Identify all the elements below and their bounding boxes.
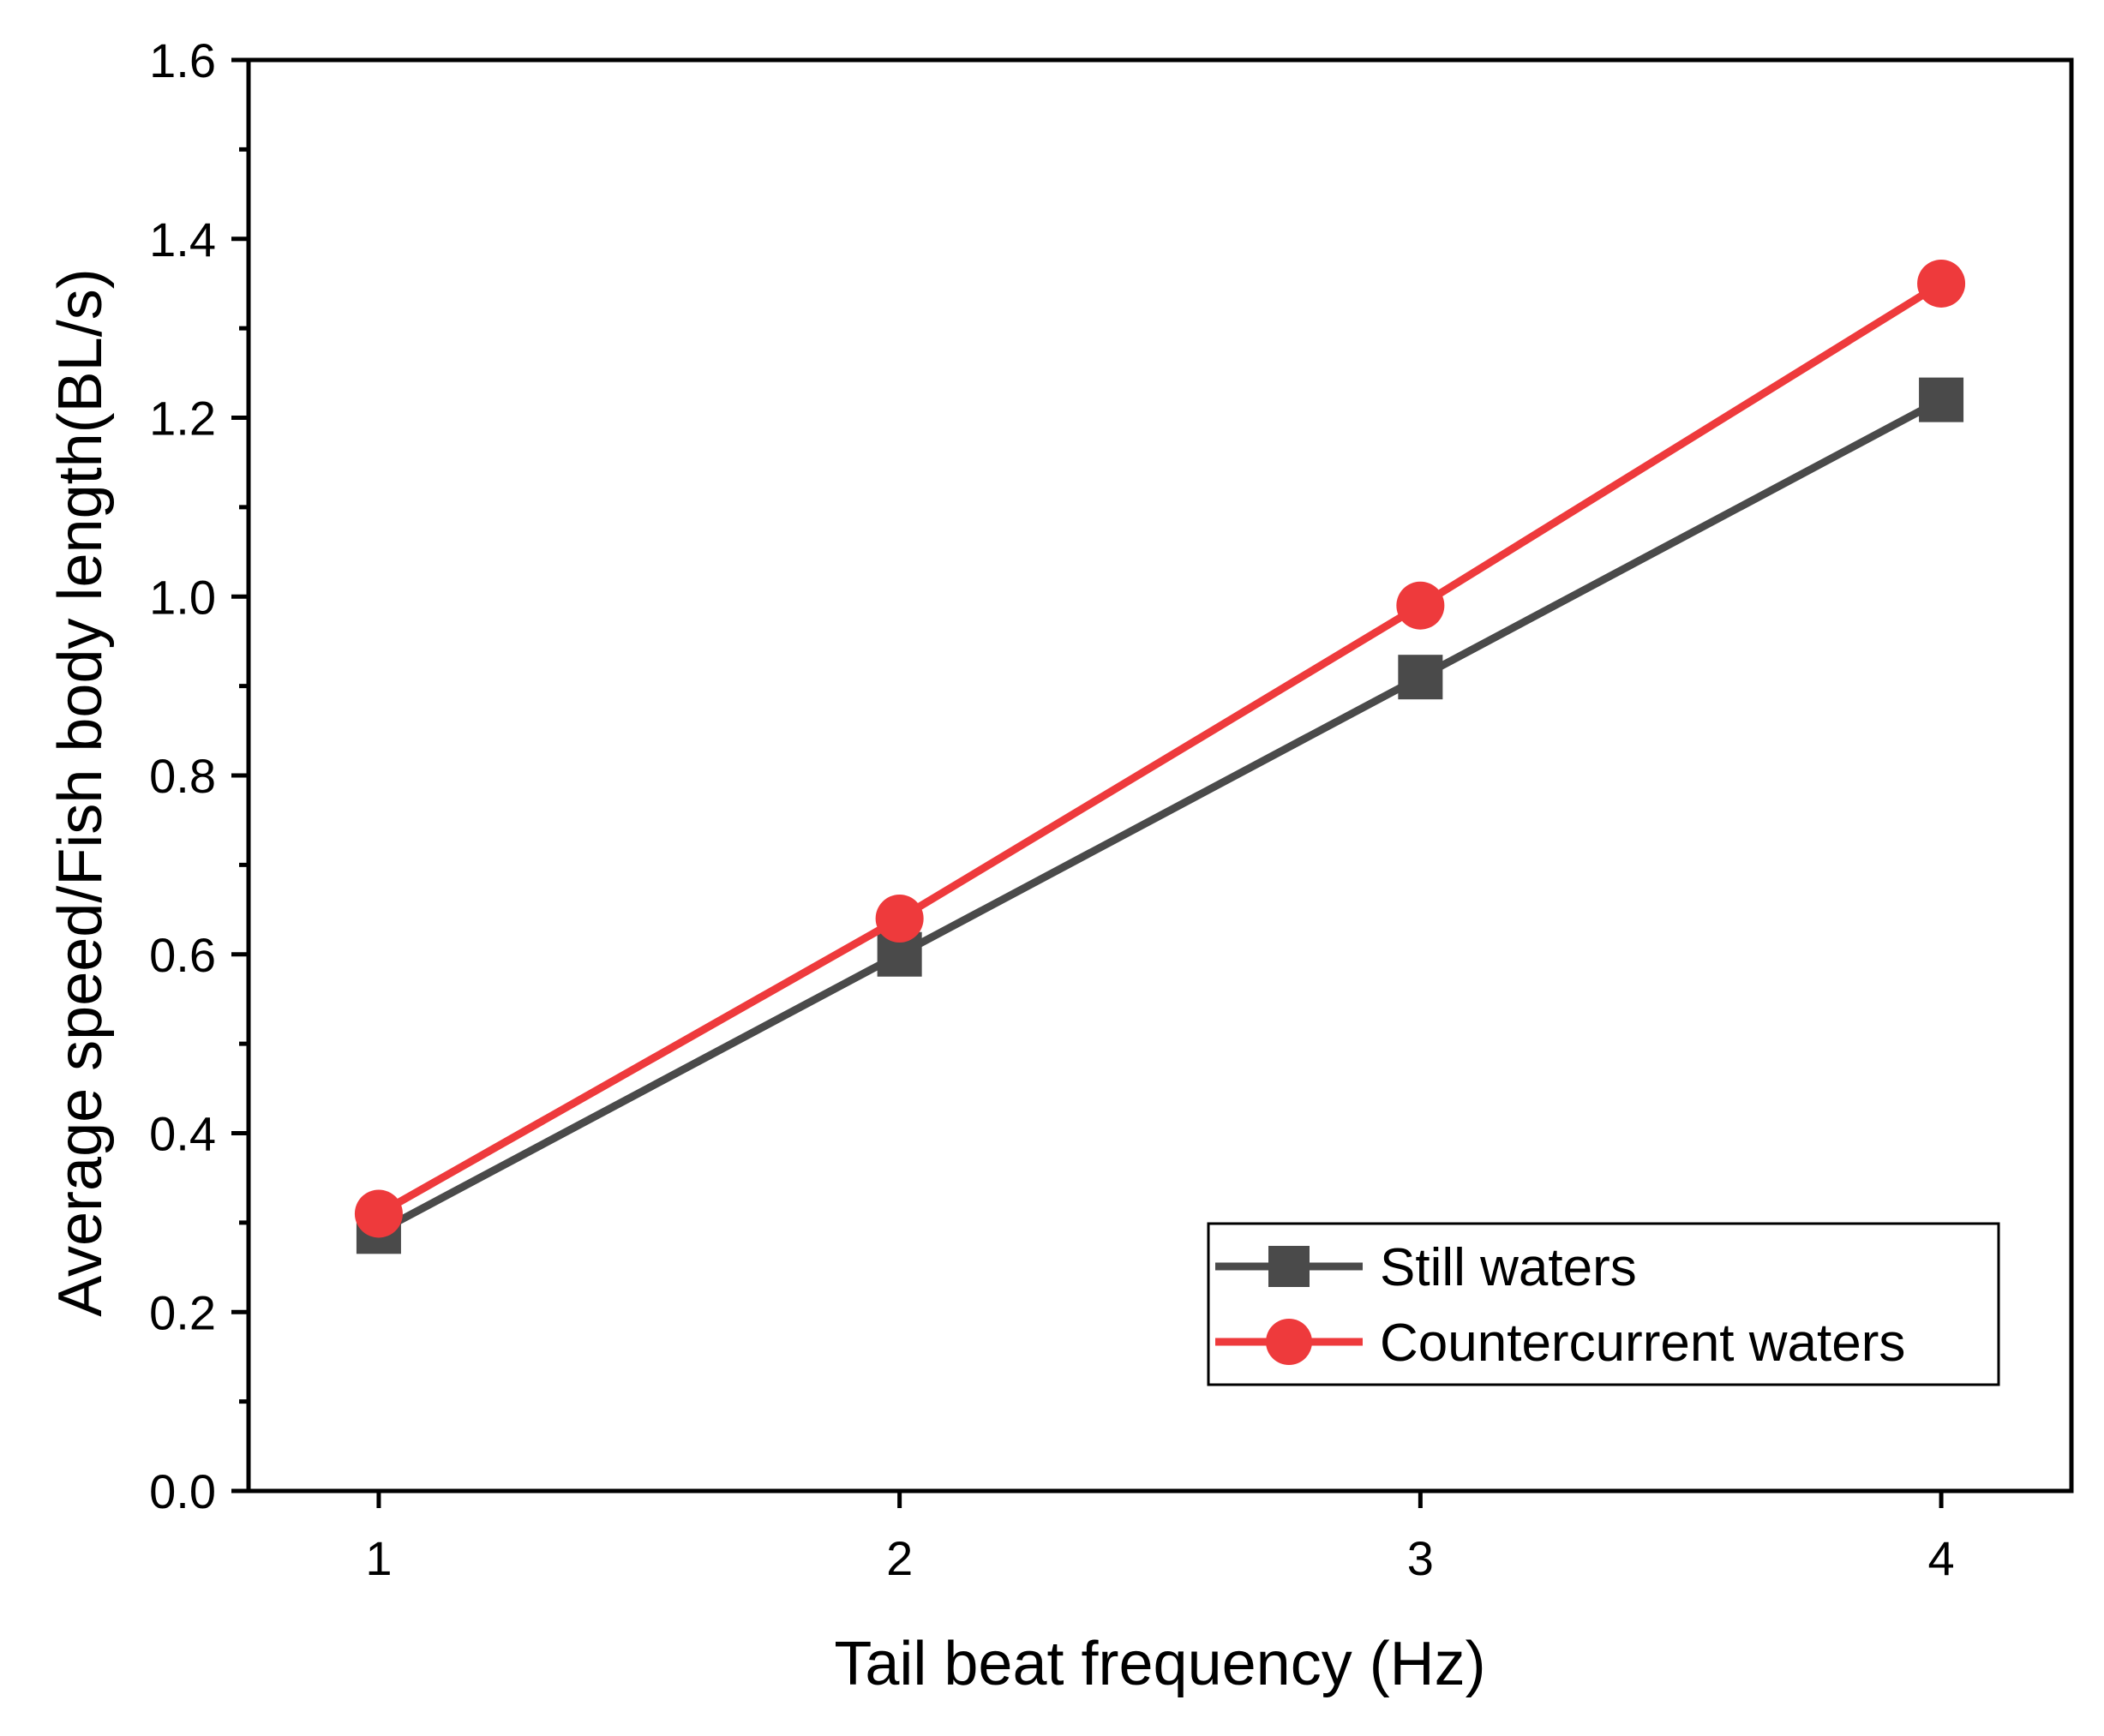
y-tick-label: 1.0 <box>149 570 216 624</box>
data-point-circle <box>354 1189 403 1238</box>
data-point-square <box>1398 655 1443 700</box>
data-point-square <box>1919 377 1964 422</box>
series-countercurrent-waters <box>354 259 1966 1238</box>
x-tick-label: 2 <box>886 1531 913 1585</box>
y-tick-label: 1.2 <box>149 392 216 446</box>
y-tick-label: 0.0 <box>149 1464 216 1518</box>
x-tick-label: 4 <box>1927 1531 1954 1585</box>
data-point-circle <box>1396 581 1445 630</box>
series-line <box>376 280 1944 1218</box>
legend-label: Countercurrent waters <box>1380 1314 1905 1373</box>
y-axis-ticks: 0.0 0.2 0.4 0.6 0.8 1.0 1.2 1.4 1.6 <box>149 33 249 1518</box>
y-tick-label: 0.2 <box>149 1285 216 1339</box>
y-tick-label: 0.8 <box>149 749 216 803</box>
y-tick-label: 1.6 <box>149 33 216 87</box>
y-tick-label: 0.6 <box>149 928 216 982</box>
x-tick-label: 1 <box>365 1531 392 1585</box>
legend-item: Still waters <box>1215 1238 1637 1297</box>
legend-swatch-square <box>1268 1246 1310 1287</box>
legend-swatch-circle <box>1266 1319 1312 1365</box>
y-tick-label: 1.4 <box>149 213 216 266</box>
plot-frame <box>246 57 2074 1494</box>
legend-item: Countercurrent waters <box>1215 1314 1905 1373</box>
x-axis-ticks: 1 2 3 4 <box>365 1491 1955 1585</box>
x-tick-label: 3 <box>1407 1531 1434 1585</box>
series-line <box>376 396 1944 1236</box>
x-axis-title: Tail beat frequency (Hz) <box>834 1630 1485 1698</box>
data-point-circle <box>1917 259 1966 308</box>
legend-box <box>1207 1222 2000 1386</box>
data-point-circle <box>875 895 924 943</box>
legend: Still waters Countercurrent waters <box>1207 1222 2000 1386</box>
y-tick-label: 0.4 <box>149 1107 216 1161</box>
y-axis-title: Average speed/Fish body length(BL/s) <box>46 268 115 1316</box>
series-layer <box>354 259 1966 1254</box>
legend-label: Still waters <box>1380 1238 1637 1297</box>
